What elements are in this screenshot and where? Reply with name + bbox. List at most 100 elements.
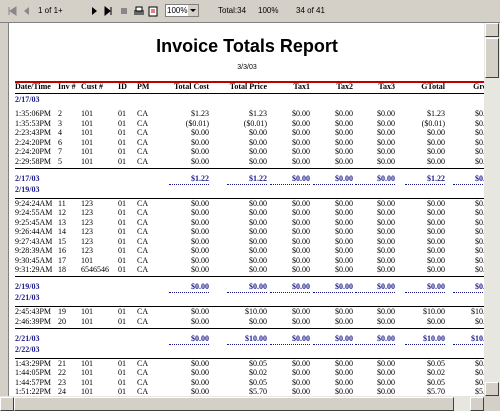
cell: 101 xyxy=(81,255,93,265)
cell: CA xyxy=(137,227,149,236)
cell: $0.00 xyxy=(292,255,310,265)
cell: 01 xyxy=(118,156,126,166)
cell: $0.00 xyxy=(475,227,485,236)
horizontal-scrollbar[interactable] xyxy=(0,396,484,411)
cell: $0.00 xyxy=(191,377,209,387)
cell: CA xyxy=(137,246,149,255)
cell: 101 xyxy=(81,147,93,156)
cell: $0.00 xyxy=(427,217,445,227)
cell: 16 xyxy=(58,246,66,255)
cell: $0.00 xyxy=(377,236,395,246)
cell: 101 xyxy=(81,377,93,387)
cell: $0.00 xyxy=(377,147,395,156)
cell: 6 xyxy=(58,137,62,147)
dropdown-arrow xyxy=(188,5,198,16)
cell: $0.00 xyxy=(292,208,310,217)
cell: 101 xyxy=(81,316,93,326)
page-indicator: 1 of 1+ xyxy=(38,6,63,15)
cell: $0.00 xyxy=(475,147,485,156)
export-button[interactable] xyxy=(147,5,159,17)
cell: CA xyxy=(137,147,149,156)
scroll-thumb-h[interactable] xyxy=(14,397,454,411)
cell: $0.00 xyxy=(335,137,353,147)
cell: $0.00 xyxy=(335,368,353,377)
column-header: GTotal xyxy=(421,82,445,91)
first-page-button[interactable] xyxy=(6,5,18,17)
cell: 9:24:24AM xyxy=(15,198,53,208)
cell: $0.00 xyxy=(427,147,445,156)
group-rule xyxy=(15,197,485,199)
group-label: 2/19/03 xyxy=(15,184,40,194)
cell: $0.00 xyxy=(335,246,353,255)
cell: $0.00 xyxy=(475,118,485,128)
cell: $0.00 xyxy=(335,198,353,208)
cell: CA xyxy=(137,316,149,326)
print-button[interactable] xyxy=(133,5,145,17)
cell: $10.00 xyxy=(245,307,267,316)
cell: $0.00 xyxy=(292,246,310,255)
cell: CA xyxy=(137,307,149,316)
zoom-select[interactable]: 100% xyxy=(165,4,199,17)
group-total: $0.00 xyxy=(169,282,209,293)
cell: $0.00 xyxy=(191,147,209,156)
group-total: $10.00 xyxy=(227,334,267,345)
cell: $0.00 xyxy=(427,255,445,265)
cell: $0.00 xyxy=(475,128,485,137)
cell: $0.05 xyxy=(475,377,485,387)
scroll-down[interactable] xyxy=(485,382,499,396)
scroll-left[interactable] xyxy=(0,397,14,411)
cell: $0.00 xyxy=(475,137,485,147)
cell: 01 xyxy=(118,217,126,227)
cell: $0.00 xyxy=(335,208,353,217)
cell: $0.00 xyxy=(249,156,267,166)
scroll-up[interactable] xyxy=(485,23,499,37)
cell: $5.70 xyxy=(475,387,485,396)
cell: 2:24:20PM xyxy=(15,147,52,156)
cell: $0.00 xyxy=(377,255,395,265)
cell: 01 xyxy=(118,316,126,326)
stop-button[interactable] xyxy=(118,5,130,17)
cell: 101 xyxy=(81,387,93,396)
cell: $0.05 xyxy=(427,377,445,387)
cell: 13 xyxy=(58,217,66,227)
vertical-scrollbar[interactable] xyxy=(484,23,500,396)
group-total: $0.00 xyxy=(313,282,353,293)
cell: 6546546 xyxy=(81,265,109,274)
scroll-right[interactable] xyxy=(470,397,484,411)
cell: $0.00 xyxy=(249,265,267,274)
group-end-rule xyxy=(15,167,485,169)
cell: 3 xyxy=(58,118,62,128)
cell: $0.00 xyxy=(292,358,310,368)
cell: $0.00 xyxy=(475,198,485,208)
last-page-button[interactable] xyxy=(102,5,114,17)
column-header: Cust # xyxy=(81,82,104,91)
cell: 19 xyxy=(58,307,66,316)
cell: $0.00 xyxy=(475,208,485,217)
cell: 23 xyxy=(58,377,66,387)
cell: $0.00 xyxy=(377,217,395,227)
column-header: Tax3 xyxy=(378,82,395,91)
cell: 9:26:44AM xyxy=(15,227,53,236)
group-total: $0.00 xyxy=(270,282,310,293)
zoom-value: 100% xyxy=(167,6,188,15)
cell: $0.00 xyxy=(475,246,485,255)
cell: $0.00 xyxy=(427,128,445,137)
cell: 12 xyxy=(58,208,66,217)
cell: $0.00 xyxy=(191,255,209,265)
cell: $0.05 xyxy=(427,358,445,368)
cell: $0.00 xyxy=(191,316,209,326)
cell: $0.00 xyxy=(191,368,209,377)
cell: CA xyxy=(137,387,149,396)
scroll-thumb[interactable] xyxy=(485,38,499,78)
group-rule xyxy=(15,357,485,359)
next-page-button[interactable] xyxy=(88,5,100,17)
prev-page-button[interactable] xyxy=(20,5,32,17)
cell: 101 xyxy=(81,118,93,128)
cell: $0.00 xyxy=(292,236,310,246)
cell: 01 xyxy=(118,255,126,265)
column-header: Total Price xyxy=(229,82,267,91)
cell: 9:30:45AM xyxy=(15,255,53,265)
cell: $0.00 xyxy=(292,265,310,274)
group-total: $0.00 xyxy=(453,282,485,293)
cell: 101 xyxy=(81,358,93,368)
